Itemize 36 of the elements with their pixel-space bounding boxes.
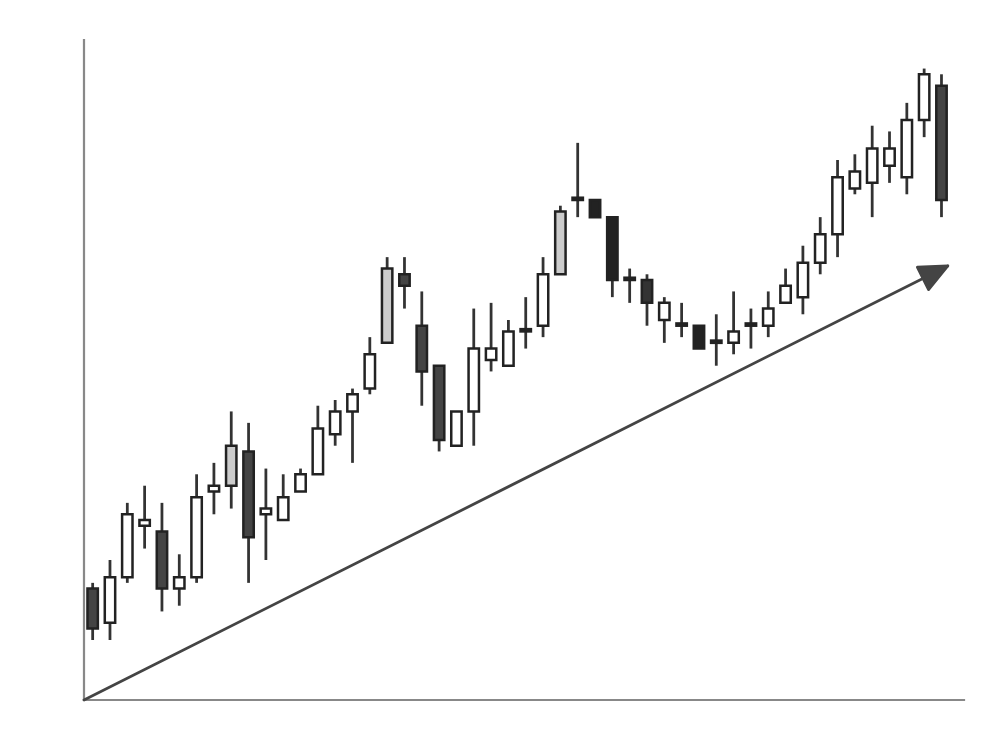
candlestick (744, 307, 758, 350)
candlestick (917, 67, 931, 139)
candlestick (571, 141, 585, 219)
candlestick (761, 290, 775, 339)
candlestick (623, 267, 637, 305)
candlestick (501, 318, 515, 368)
candlestick (519, 295, 533, 350)
candlestick (346, 387, 359, 465)
candlestick (415, 290, 429, 408)
candlestick (796, 244, 810, 316)
candlestick (86, 581, 100, 642)
candlestick (398, 255, 411, 310)
candlestick (709, 312, 723, 368)
candlestick (276, 472, 290, 522)
candlestick (328, 398, 342, 448)
candlestick (311, 404, 325, 476)
candlestick (692, 324, 706, 350)
candlestick (294, 467, 307, 493)
candlestick (207, 461, 221, 516)
candlestick (640, 272, 654, 328)
candlestick (484, 301, 498, 373)
candlestick (172, 552, 186, 608)
candlestick (657, 295, 671, 345)
candlestick (813, 215, 827, 276)
candlestick (675, 301, 689, 339)
candlestick (138, 484, 152, 550)
candlestick (259, 467, 273, 562)
candlestick (103, 558, 117, 642)
candlestick (727, 290, 741, 356)
candlestick (449, 410, 463, 447)
candlestick (865, 124, 879, 219)
candlestick (363, 335, 377, 396)
candlestick (883, 130, 896, 185)
candlestick (848, 152, 862, 196)
candlestick (224, 410, 238, 510)
candlestick (779, 267, 793, 305)
